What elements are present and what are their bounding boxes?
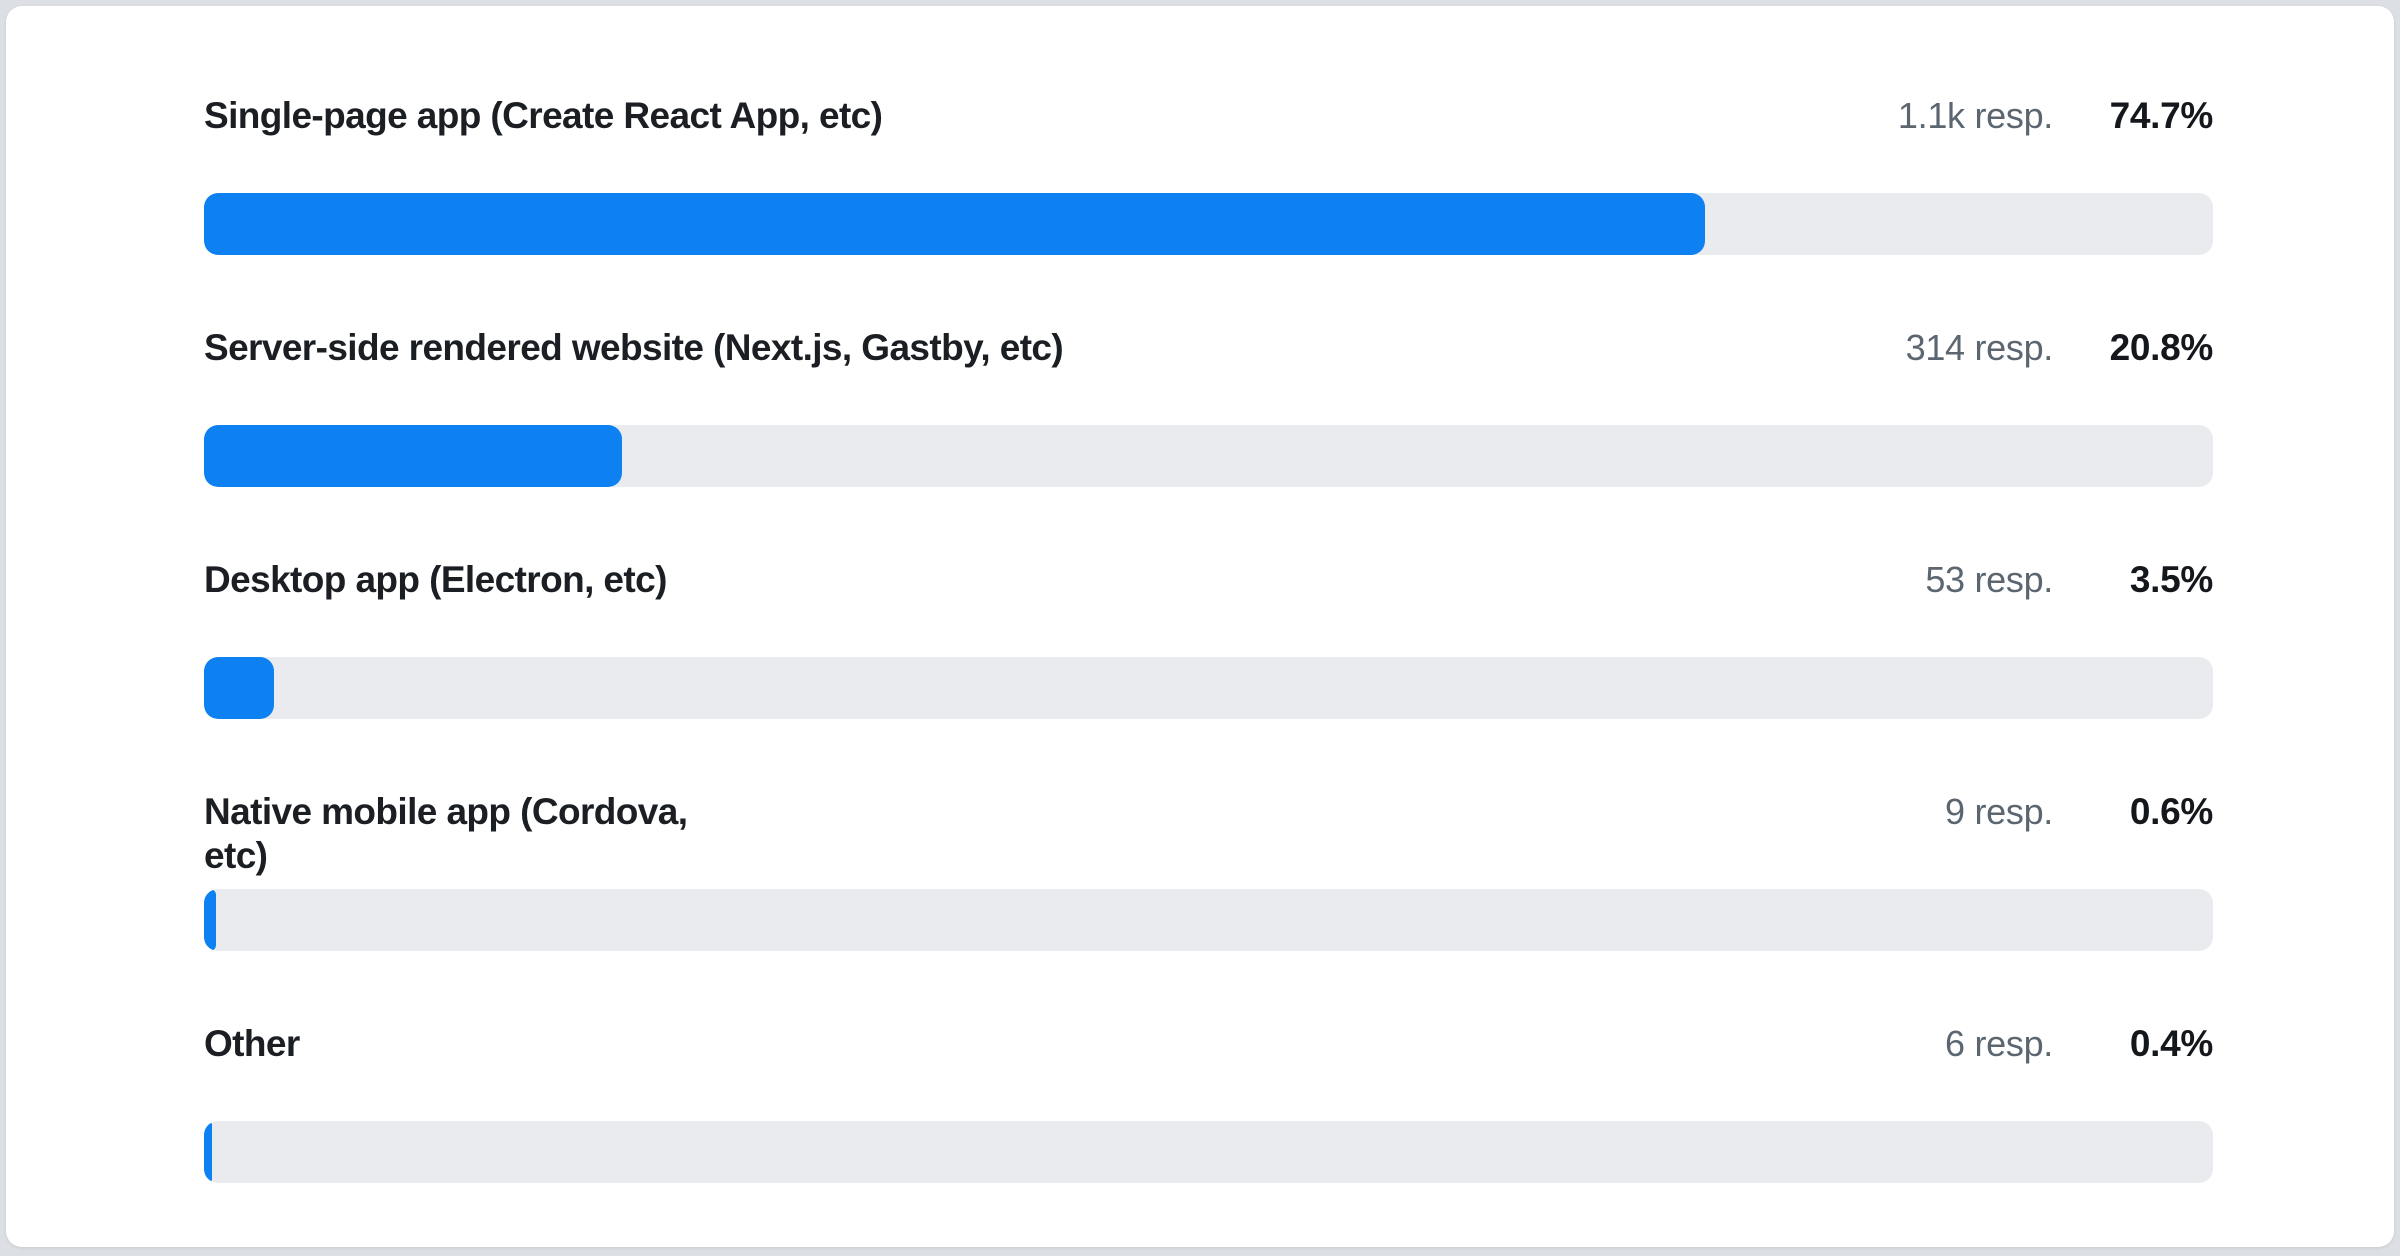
chart-row-head: Native mobile app (Cordova, etc) 9 resp.…: [204, 790, 2213, 876]
response-count: 1.1k resp.: [1897, 95, 2053, 136]
response-count: 53 resp.: [1925, 559, 2053, 600]
bar-fill: [204, 193, 1705, 255]
bar-fill: [204, 889, 217, 951]
percent-value: 0.6%: [2129, 791, 2213, 832]
bar-track: [204, 889, 2213, 951]
chart-row: Server-side rendered website (Next.js, G…: [204, 326, 2213, 487]
response-count: 314 resp.: [1905, 327, 2054, 368]
bar-fill: [204, 657, 275, 719]
percent-value: 74.7%: [2109, 95, 2214, 136]
option-values: 1.1k resp. 74.7%: [1898, 94, 2213, 138]
option-values: 9 resp. 0.6%: [1945, 790, 2213, 834]
percent-value: 0.4%: [2129, 1023, 2213, 1064]
chart-row: Desktop app (Electron, etc) 53 resp. 3.5…: [204, 558, 2213, 719]
response-count: 6 resp.: [1945, 1023, 2053, 1064]
chart-row: Other 6 resp. 0.4%: [204, 1022, 2213, 1183]
bar-track: [204, 657, 2213, 719]
response-count: 9 resp.: [1945, 791, 2053, 832]
survey-results-card: Single-page app (Create React App, etc) …: [6, 6, 2394, 1247]
bar-chart: Single-page app (Create React App, etc) …: [6, 6, 2394, 1183]
percent-value: 20.8%: [2109, 327, 2214, 368]
chart-row-head: Desktop app (Electron, etc) 53 resp. 3.5…: [204, 558, 2213, 602]
option-label: Other: [204, 1023, 300, 1064]
option-label: Native mobile app (Cordova, etc): [204, 791, 688, 876]
option-label: Desktop app (Electron, etc): [204, 559, 667, 600]
chart-row-head: Server-side rendered website (Next.js, G…: [204, 326, 2213, 370]
bar-fill: [204, 1121, 213, 1183]
option-label: Single-page app (Create React App, etc): [204, 95, 883, 136]
percent-value: 3.5%: [2129, 559, 2213, 600]
bar-track: [204, 1121, 2213, 1183]
bar-fill: [204, 425, 622, 487]
bar-track: [204, 425, 2213, 487]
option-label: Server-side rendered website (Next.js, G…: [204, 327, 1064, 368]
chart-row-head: Single-page app (Create React App, etc) …: [204, 94, 2213, 138]
chart-row: Native mobile app (Cordova, etc) 9 resp.…: [204, 790, 2213, 951]
option-values: 53 resp. 3.5%: [1925, 558, 2213, 602]
chart-row-head: Other 6 resp. 0.4%: [204, 1022, 2213, 1066]
option-values: 314 resp. 20.8%: [1905, 326, 2214, 370]
bar-track: [204, 193, 2213, 255]
chart-row: Single-page app (Create React App, etc) …: [204, 94, 2213, 255]
option-values: 6 resp. 0.4%: [1945, 1022, 2213, 1066]
